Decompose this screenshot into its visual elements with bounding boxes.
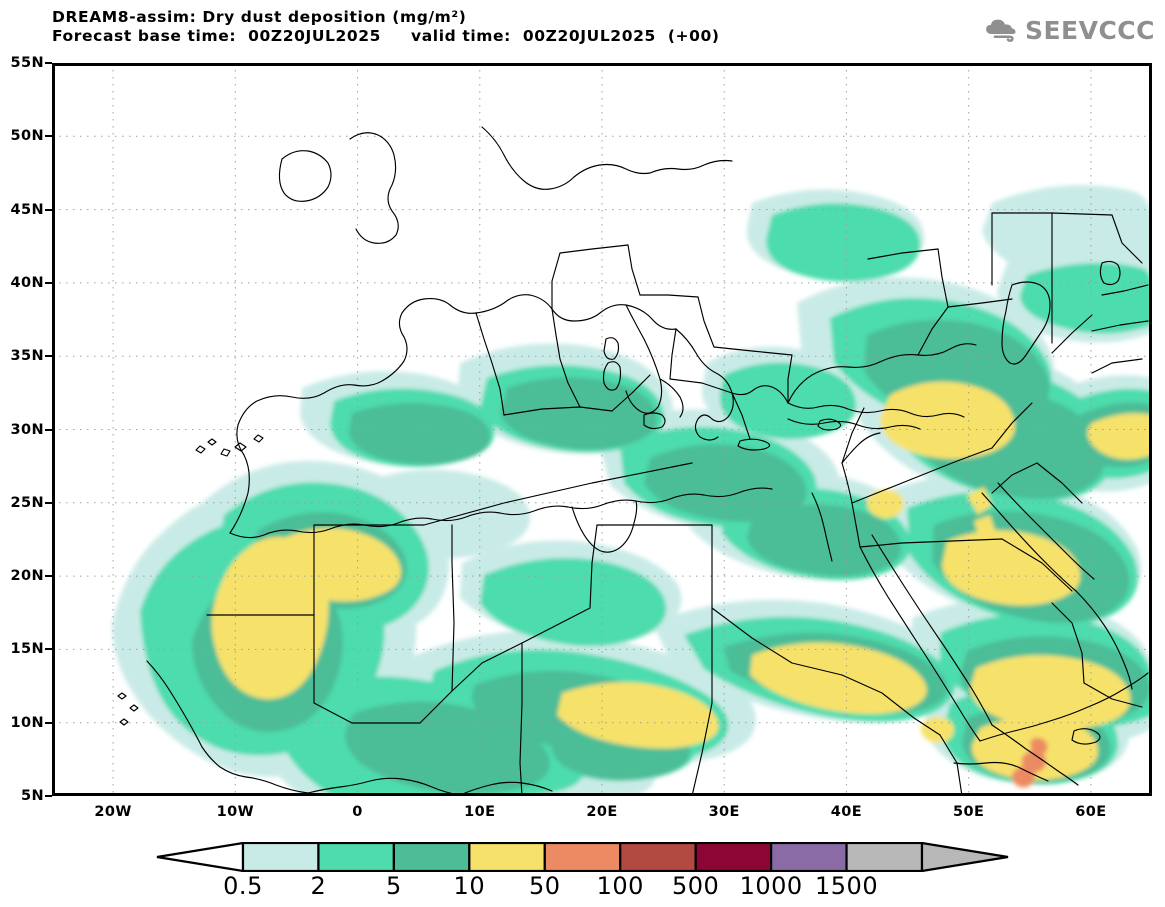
map-frame xyxy=(52,63,1152,796)
colorbar-labels: 0.5 2 5 10 50 100 500 1000 1500 xyxy=(155,872,1010,902)
y-axis-tick-label: 15N xyxy=(10,641,44,658)
forecast-time-subtitle: Forecast base time: 00Z20JUL2025 valid t… xyxy=(52,27,720,45)
y-axis-tick-label: 45N xyxy=(10,201,44,218)
colorbar-segment xyxy=(392,841,471,873)
colorbar xyxy=(155,841,1010,873)
map-plot-area xyxy=(52,63,1152,796)
y-axis-tick xyxy=(45,648,52,651)
colorbar-tick-label: 5 xyxy=(385,872,402,900)
x-axis-tick-label: 10W xyxy=(216,804,255,820)
x-axis-tick-label: 50E xyxy=(953,804,985,820)
y-axis-tick-label: 35N xyxy=(10,348,44,365)
colorbar-segment xyxy=(468,841,546,873)
x-axis-tick-label: 20E xyxy=(586,804,618,820)
x-axis-tick-label: 30E xyxy=(708,804,740,820)
y-axis-tick-label: 10N xyxy=(10,714,44,731)
colorbar-tick-label: 10 xyxy=(453,872,486,900)
colorbar-segment xyxy=(619,841,697,873)
y-axis-tick xyxy=(45,355,52,358)
y-axis-tick-label: 55N xyxy=(10,55,44,71)
y-axis-tick-label: 30N xyxy=(10,421,44,438)
coastlines-and-borders xyxy=(117,126,1149,796)
colorbar-tick-label: 2 xyxy=(310,872,327,900)
colorbar-tick-label: 0.5 xyxy=(223,872,263,900)
colorbar-segment xyxy=(845,841,924,873)
y-axis-tick-label: 20N xyxy=(10,568,44,585)
y-axis-tick xyxy=(45,208,52,211)
x-axis-tick-label: 0 xyxy=(352,804,363,820)
colorbar-tick-label: 100 xyxy=(596,872,644,900)
y-axis-tick-label: 50N xyxy=(10,128,44,145)
cloud-icon xyxy=(986,19,1016,42)
x-axis-tick-label: 20W xyxy=(94,804,132,820)
colorbar-segment xyxy=(694,841,773,873)
x-axis-tick-label: 40E xyxy=(830,804,863,820)
colorbar-tick-label: 1500 xyxy=(815,872,879,900)
y-axis-tick xyxy=(45,135,52,138)
dust-deposition-contours xyxy=(112,185,1152,796)
y-axis-tick xyxy=(45,575,52,578)
y-axis-tick-label: 40N xyxy=(10,274,44,291)
y-axis-tick xyxy=(45,721,52,724)
logo-text: SEEVCCC xyxy=(1024,15,1155,45)
y-axis-tick xyxy=(45,281,52,284)
page-title: DREAM8-assim: Dry dust deposition (mg/m²… xyxy=(52,8,467,26)
contour-band-100 xyxy=(1011,737,1048,788)
colorbar-segment xyxy=(317,841,395,873)
y-axis-tick xyxy=(45,62,52,64)
chart-header: DREAM8-assim: Dry dust deposition (mg/m²… xyxy=(52,8,720,46)
y-axis-tick-label: 5N xyxy=(20,788,44,804)
colorbar-over-arrow xyxy=(920,841,1009,873)
map-gridlines xyxy=(52,63,1152,796)
colorbar-segment xyxy=(241,841,320,873)
y-axis-tick xyxy=(45,501,52,504)
y-axis-tick-label: 25N xyxy=(10,494,44,511)
y-axis-tick xyxy=(45,428,52,431)
colorbar-tick-label: 1000 xyxy=(739,872,803,900)
colorbar-tick-label: 500 xyxy=(672,872,720,900)
y-axis-tick xyxy=(45,795,52,797)
colorbar-under-arrow xyxy=(156,841,245,873)
colorbar-segment xyxy=(543,841,622,873)
x-axis-tick-label: 60E xyxy=(1075,804,1107,820)
x-axis-tick-label: 10E xyxy=(464,804,496,820)
seevccc-logo: SEEVCCC xyxy=(983,10,1155,50)
colorbar-tick-label: 50 xyxy=(528,872,561,900)
colorbar-segment xyxy=(770,841,848,873)
contour-band-10 xyxy=(211,381,1152,781)
